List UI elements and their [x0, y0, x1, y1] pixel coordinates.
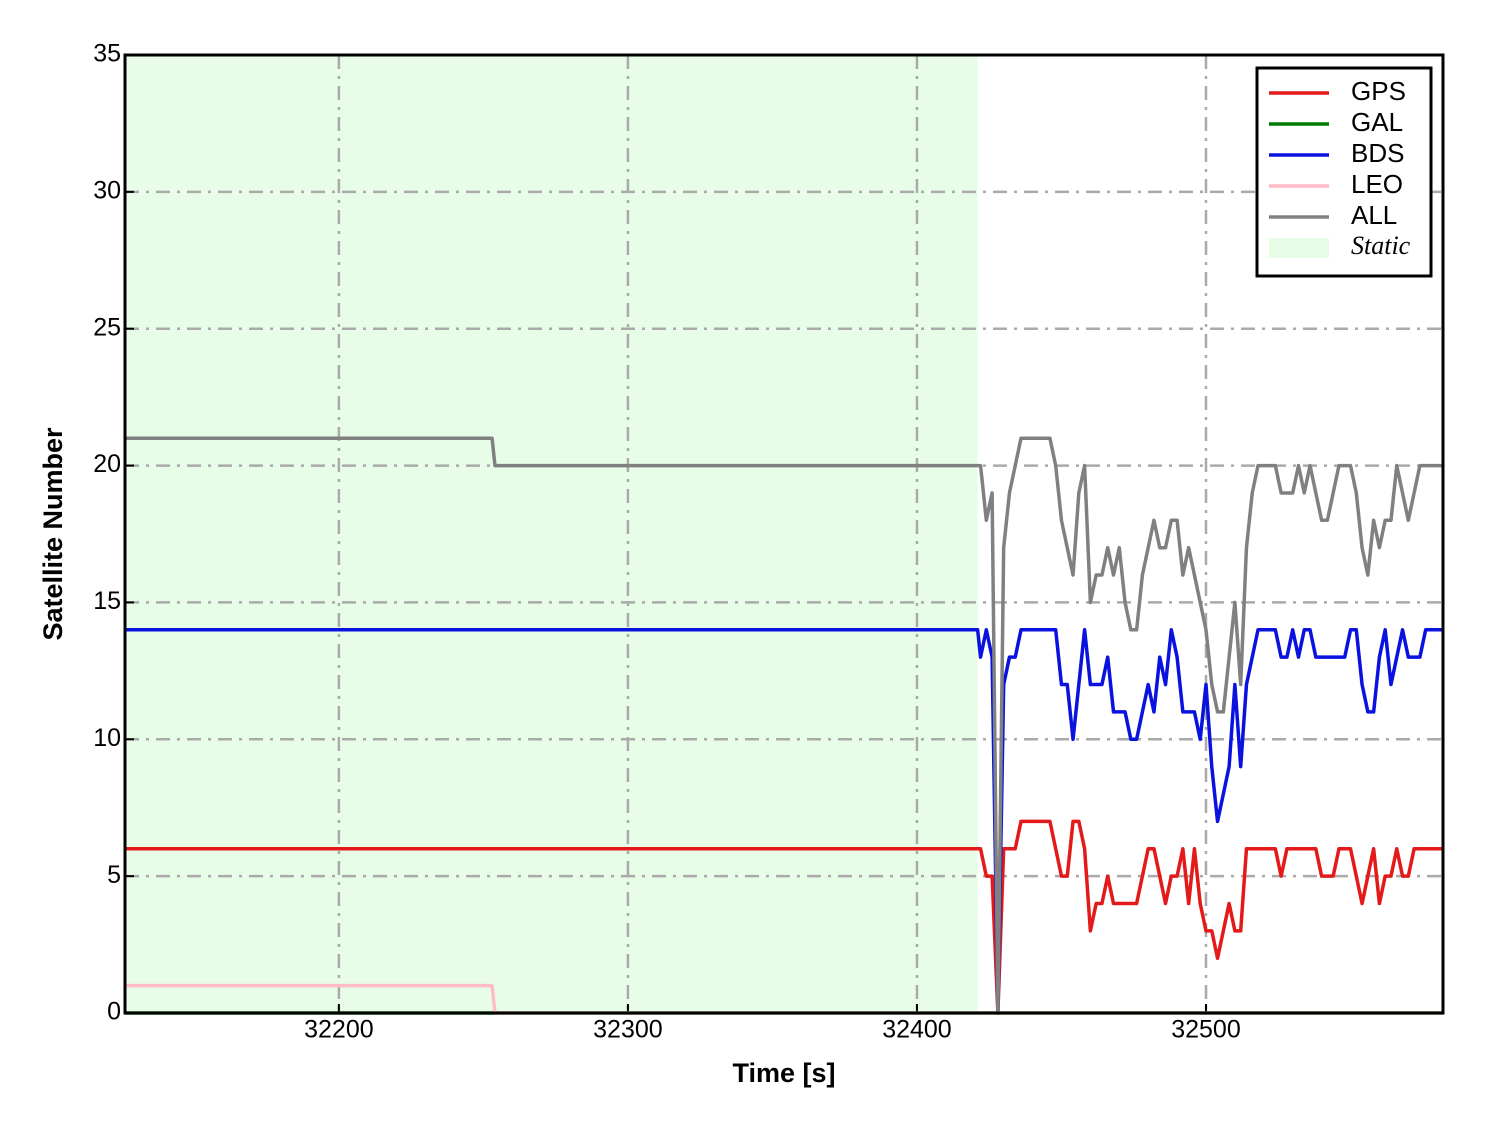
legend-label: Static — [1351, 231, 1411, 260]
y-axis-label: Satellite Number — [38, 427, 68, 641]
legend-label: LEO — [1351, 169, 1403, 199]
legend-label: GAL — [1351, 107, 1403, 137]
series-line — [125, 436, 1443, 1015]
y-tick-label: 15 — [93, 587, 121, 615]
x-tick-label: 32200 — [304, 1016, 374, 1044]
y-tick-label: 0 — [107, 998, 121, 1026]
x-tick-label: 32300 — [593, 1016, 663, 1044]
y-tick-label: 10 — [93, 724, 121, 752]
series-line — [125, 819, 1443, 1015]
x-tick-label: 32500 — [1171, 1016, 1241, 1044]
x-tick-label: 32400 — [882, 1016, 952, 1044]
y-tick-label: 35 — [93, 40, 121, 68]
legend-label: ALL — [1351, 200, 1397, 230]
legend-swatch — [1269, 238, 1329, 258]
static-region — [125, 55, 978, 1013]
legend-label: GPS — [1351, 76, 1406, 106]
y-tick-label: 25 — [93, 313, 121, 341]
y-tick-label: 30 — [93, 176, 121, 204]
y-tick-label: 5 — [107, 861, 121, 889]
x-axis-label: Time [s] — [732, 1058, 835, 1088]
legend-label: BDS — [1351, 138, 1404, 168]
y-tick-label: 20 — [93, 450, 121, 478]
series-line — [125, 628, 1443, 1015]
plot-frame — [123, 53, 1445, 1015]
